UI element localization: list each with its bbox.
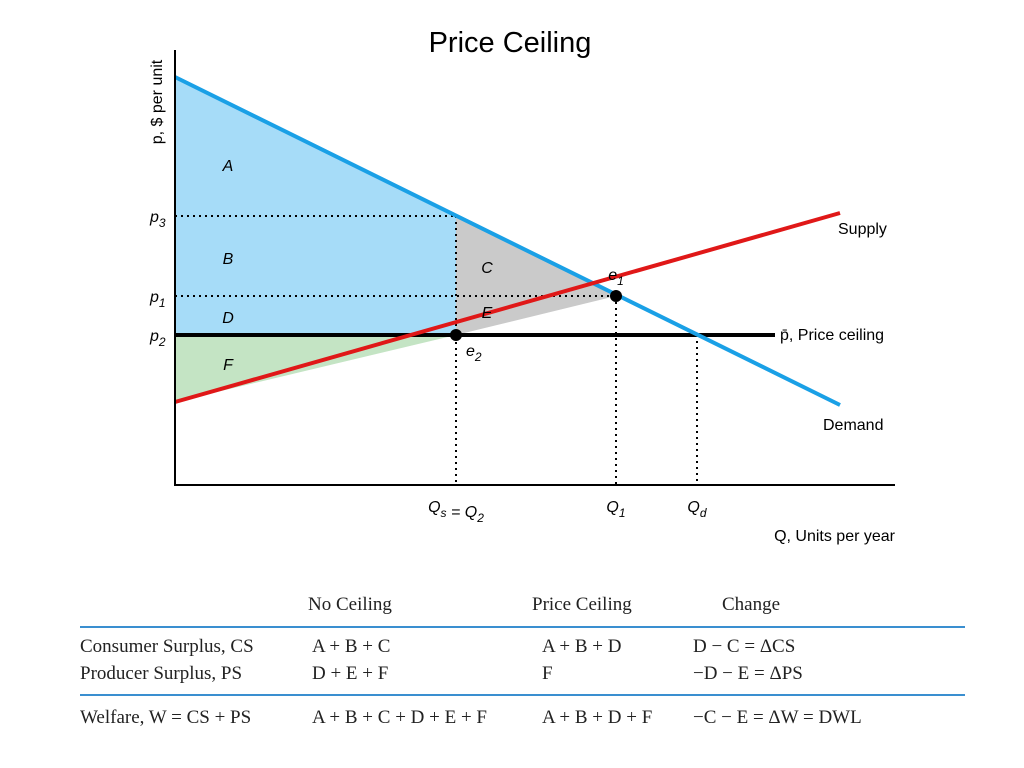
point-label-text: e bbox=[608, 267, 617, 284]
table-cell: Producer Surplus, PS bbox=[80, 663, 242, 684]
price-label: p3 bbox=[149, 209, 166, 230]
point-label-sub: 1 bbox=[617, 274, 624, 288]
point-label-sub: 2 bbox=[474, 350, 482, 364]
title: Price Ceiling bbox=[429, 27, 592, 59]
quantity-label-sub: 2 bbox=[476, 511, 484, 525]
region-label: B bbox=[223, 251, 234, 268]
region-blue bbox=[175, 77, 456, 335]
demand-curve bbox=[174, 75, 841, 407]
region-gray bbox=[456, 216, 616, 335]
table-cell: −D − E = ΔPS bbox=[693, 663, 803, 684]
point-label: e2 bbox=[466, 343, 482, 364]
price-label-sub: 3 bbox=[159, 216, 166, 230]
point-e1 bbox=[610, 290, 622, 302]
region-label: D bbox=[222, 310, 234, 327]
table-cell: −C − E = ΔW = DWL bbox=[693, 707, 862, 728]
table-cell: F bbox=[542, 663, 553, 684]
quantity-label: Qd bbox=[687, 499, 706, 520]
quantity-label-text: = Q bbox=[447, 504, 478, 521]
quantity-label-sub: 1 bbox=[619, 506, 626, 520]
quantity-label: Q1 bbox=[606, 499, 625, 520]
y-axis-label: p, $ per unit bbox=[149, 59, 166, 144]
point-label: e1 bbox=[608, 267, 624, 288]
price-label-sub: 2 bbox=[158, 335, 166, 349]
table-cell: D − C = ΔCS bbox=[693, 636, 795, 657]
price-label-sub: 1 bbox=[159, 296, 166, 310]
region-label: F bbox=[223, 357, 234, 374]
region-label: E bbox=[482, 305, 493, 322]
table-cell: D + E + F bbox=[312, 663, 388, 684]
point-label-text: e bbox=[466, 343, 475, 360]
quantity-label-text: Q bbox=[428, 499, 440, 516]
supply-curve bbox=[174, 211, 841, 404]
axes bbox=[174, 50, 895, 486]
price-label-text: p bbox=[149, 289, 159, 306]
demand-label: Demand bbox=[823, 417, 883, 434]
table-header: No Ceiling bbox=[308, 594, 392, 615]
ceiling-label: p̄, Price ceiling bbox=[780, 327, 884, 344]
quantity-label-sub: d bbox=[700, 506, 707, 520]
price-label: p2 bbox=[149, 328, 166, 349]
price-label: p1 bbox=[149, 289, 166, 310]
table-cell: A + B + C bbox=[312, 636, 390, 657]
table-cell: A + B + D + F bbox=[542, 707, 652, 728]
table-header: Change bbox=[722, 594, 780, 615]
x-axis-label: Q, Units per year bbox=[774, 528, 896, 545]
table-cell: A + B + D bbox=[542, 636, 622, 657]
quantity-label-text: Q bbox=[687, 499, 699, 516]
quantity-label: Qs = Q2 bbox=[428, 499, 484, 525]
table-cell: A + B + C + D + E + F bbox=[312, 707, 487, 728]
region-label: C bbox=[481, 260, 493, 277]
table-header: Price Ceiling bbox=[532, 594, 632, 615]
table-cell: Welfare, W = CS + PS bbox=[80, 707, 251, 728]
table-cell: Consumer Surplus, CS bbox=[80, 636, 254, 657]
quantity-label-text: Q bbox=[606, 499, 618, 516]
price-label-text: p bbox=[149, 328, 159, 345]
point-e2 bbox=[450, 329, 462, 341]
region-green bbox=[175, 335, 456, 402]
region-label: A bbox=[222, 158, 234, 175]
quantity-label-sub: s bbox=[441, 506, 447, 520]
supply-label: Supply bbox=[838, 221, 887, 238]
price-label-text: p bbox=[149, 209, 159, 226]
